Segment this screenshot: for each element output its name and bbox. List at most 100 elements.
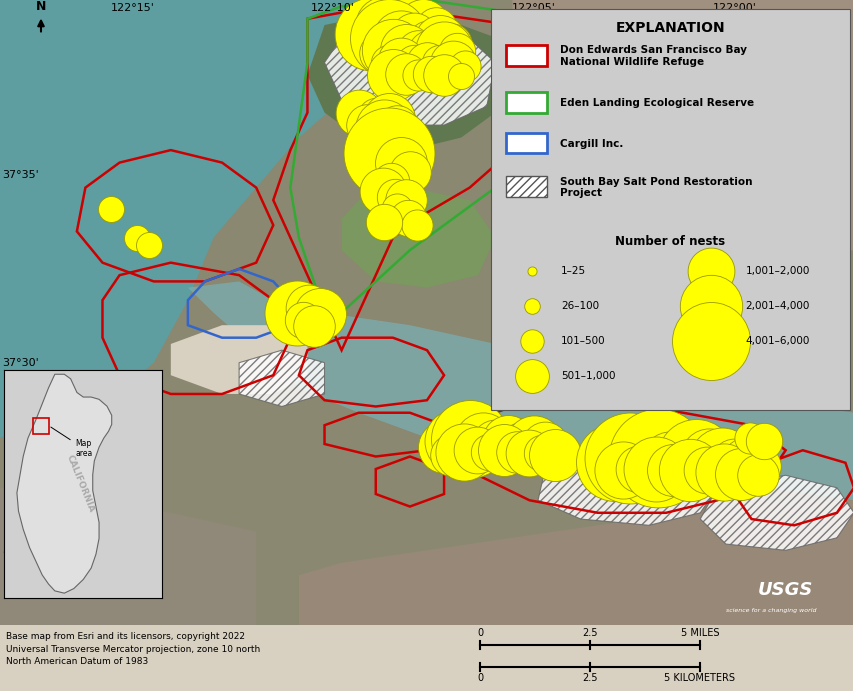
Point [411,70,425,81]
Point [648,464,662,475]
Polygon shape [0,488,256,625]
Point [535,448,548,459]
Text: EXPLANATION: EXPLANATION [615,21,724,35]
Point [501,435,514,446]
Text: 122°15': 122°15' [110,3,154,13]
Text: 37°35': 37°35' [2,170,38,180]
Point [650,452,664,463]
Point [607,456,621,467]
Point [384,176,397,187]
Text: Don Edwards San Francisco Bay
National Wildlife Refuge: Don Edwards San Francisco Bay National W… [560,46,746,67]
Text: 122°05': 122°05' [511,3,555,13]
Point [424,47,438,58]
Point [390,21,403,32]
Point [401,212,415,223]
Text: 2.5: 2.5 [582,673,597,683]
Point [616,465,630,476]
Point [676,456,689,467]
Bar [506,133,547,153]
Text: 37°25': 37°25' [2,545,38,556]
Point [381,57,395,68]
Point [444,38,457,49]
Point [381,148,395,159]
Polygon shape [512,300,699,388]
Point [454,70,467,82]
Point [631,464,645,475]
Point [665,465,679,476]
Text: 5 MILES: 5 MILES [680,629,718,638]
Point [398,195,412,206]
Point [482,446,496,457]
Point [415,19,429,30]
Point [403,167,416,178]
Point [420,57,433,68]
Point [445,58,459,69]
Text: 4,001–6,000: 4,001–6,000 [745,336,809,346]
Polygon shape [512,0,853,263]
Text: 122°10': 122°10' [310,3,355,13]
Point [444,450,457,461]
Point [714,454,728,465]
Point [364,29,378,40]
Point [458,60,472,71]
Point [525,335,538,346]
Point [437,44,450,55]
Point [450,435,463,446]
Text: South Bay Salt Pond Restoration
Project: South Bay Salt Pond Restoration Project [560,177,751,198]
Point [742,433,756,444]
Point [394,56,408,67]
Polygon shape [341,188,495,287]
Point [377,123,391,134]
Point [751,470,764,481]
Point [381,113,395,124]
Point [104,204,118,215]
Point [407,57,421,68]
Point [411,46,425,57]
Point [682,465,696,476]
Point [432,35,446,46]
Bar [32,417,49,433]
Point [398,68,412,79]
Point [688,452,702,463]
Point [496,445,510,456]
Point [390,121,403,132]
Text: 0: 0 [476,629,483,638]
Point [488,437,502,448]
Point [373,47,386,58]
Polygon shape [299,500,853,625]
Text: Map
area: Map area [51,427,92,458]
Polygon shape [324,25,495,125]
Point [734,468,747,480]
Point [375,185,389,196]
Point [377,19,391,30]
Text: 501–1,000: 501–1,000 [560,371,615,381]
Point [394,33,408,44]
Point [761,337,775,348]
Point [373,135,386,146]
Point [475,435,489,446]
Bar [506,92,547,113]
Point [699,465,713,476]
Text: science for a changing world: science for a changing world [725,608,815,613]
Point [387,191,401,202]
Text: Number of nests: Number of nests [615,234,724,247]
Point [307,321,321,332]
Polygon shape [307,12,512,150]
Bar [490,10,849,410]
Polygon shape [699,475,853,550]
Point [390,204,403,215]
Point [360,120,374,131]
Point [514,437,527,448]
Polygon shape [503,50,580,113]
Point [394,157,408,168]
Point [509,446,523,457]
Point [432,57,446,68]
Bar [506,176,547,197]
Text: USGS: USGS [757,581,813,599]
Point [751,340,764,351]
Text: Eden Landing Ecological Reserve: Eden Landing Ecological Reserve [560,98,753,108]
Point [637,451,651,462]
Point [130,232,143,243]
Point [437,70,450,81]
Point [727,456,740,467]
